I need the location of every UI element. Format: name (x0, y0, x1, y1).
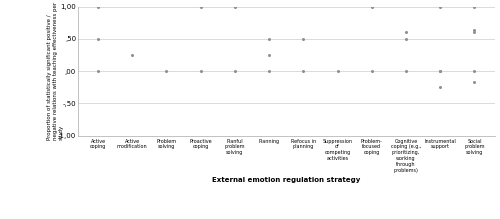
Y-axis label: Proportion of statistically significant positive /
negative relations with teach: Proportion of statistically significant … (47, 2, 64, 140)
X-axis label: External emotion regulation strategy: External emotion regulation strategy (212, 177, 360, 183)
